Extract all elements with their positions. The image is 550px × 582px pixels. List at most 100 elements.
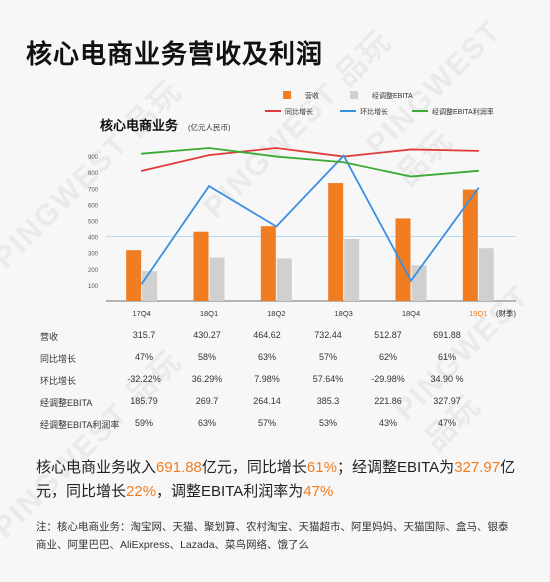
- series-point: [140, 170, 143, 172]
- bar-经调整EBITA: [209, 257, 225, 301]
- table-cell: 185.79: [130, 396, 158, 406]
- summary-value: 47%: [303, 483, 334, 500]
- summary-value: 691.88: [156, 459, 202, 476]
- chart: 核心电商业务 (亿元人民币) 100 200 300 400 500 600 700 800 900…: [88, 91, 516, 318]
- bar-经调整EBITA: [344, 238, 360, 301]
- x-tick-label: 18Q2: [267, 309, 285, 318]
- series-point: [208, 185, 210, 187]
- bar-营收: [260, 226, 276, 301]
- table-row: 营收 315.7 430.27 464.62 732.44 512.87 691.88: [40, 330, 520, 344]
- summary-value: 327.97: [454, 459, 501, 476]
- x-tick-label: 19Q1: [469, 309, 487, 318]
- chart-unit: (亿元人民币): [188, 122, 231, 132]
- bar-经调整EBITA: [276, 258, 292, 301]
- series-point: [477, 187, 480, 189]
- table-cell: 7.98%: [254, 374, 280, 384]
- x-tick-label: 18Q4: [402, 309, 420, 318]
- series-point: [410, 148, 412, 151]
- legend-label: 经调整EBITA利润率: [432, 107, 494, 116]
- watermark: PINGWEST 品玩: [0, 344, 188, 545]
- table-cell: 264.14: [253, 396, 281, 406]
- series-point: [410, 279, 412, 282]
- series-point: [342, 154, 345, 157]
- table-cell: 464.62: [253, 330, 281, 340]
- y-tick-label: 900: [88, 155, 99, 161]
- table-cell: 691.88: [433, 330, 461, 340]
- table-cell: 269.7: [195, 396, 219, 406]
- table-cell: 732.44: [314, 330, 342, 340]
- table-cell: 36.29%: [191, 374, 223, 384]
- series-line-环比增长: [140, 154, 480, 285]
- summary-text: ，调整EBITA利润率为: [156, 483, 304, 500]
- page-title: 核心电商业务营收及利润: [26, 39, 324, 69]
- table-cell: 47%: [134, 352, 153, 362]
- table-cell: 63%: [197, 418, 216, 428]
- table-cell: 58%: [197, 352, 216, 362]
- bar-营收: [462, 189, 478, 301]
- y-tick-label: 400: [88, 236, 99, 242]
- series-line-同比增长: [141, 147, 479, 172]
- y-tick-label: 500: [88, 220, 99, 226]
- legend-label: 环比增长: [360, 107, 388, 116]
- summary-text: 核心电商业务收入: [36, 459, 157, 476]
- table-cell: -29.98%: [371, 374, 405, 384]
- table-cell: 430.27: [193, 330, 221, 340]
- table-cell: 315.7: [132, 330, 156, 340]
- summary-text: 亿元，同比增长: [201, 459, 307, 476]
- series-point: [140, 283, 143, 285]
- summary-text: 亿元，同比增长: [36, 459, 516, 500]
- table-cell: 43%: [378, 418, 397, 428]
- summary-value: 22%: [126, 483, 157, 500]
- table-cell: 57.64%: [312, 374, 344, 384]
- table-row-label: 经调整EBITA利润率: [40, 420, 120, 430]
- x-tick-label: 18Q1: [200, 309, 218, 318]
- table-cell: 327.97: [433, 396, 461, 406]
- bar-营收: [395, 218, 411, 301]
- y-tick-label: 700: [88, 187, 99, 193]
- series-line-经调整EBITA利润率: [141, 147, 479, 178]
- chart-title: 核心电商业务: [100, 118, 179, 133]
- x-tick-label: 17Q4: [132, 309, 150, 318]
- series-point: [410, 175, 412, 178]
- series-point: [208, 154, 210, 156]
- table-row-label: 同比增长: [40, 354, 77, 364]
- legend-label: 营收: [305, 91, 319, 100]
- table-cell: 57%: [318, 352, 337, 362]
- y-tick-label: 800: [88, 171, 99, 177]
- table-row: 同比增长 47% 58% 63% 57% 62% 61%: [40, 352, 520, 366]
- series-point: [477, 150, 480, 152]
- table-row-label: 营收: [40, 332, 59, 342]
- legend-swatch: [283, 91, 291, 99]
- summary: 核心电商业务收入691.88亿元，同比增长61%；经调整EBITA为327.97…: [36, 456, 516, 504]
- table-cell: 47%: [437, 418, 456, 428]
- series-point: [342, 161, 345, 164]
- legend-label: 经调整EBITA: [372, 91, 413, 100]
- bar-营收: [126, 250, 142, 301]
- table-cell: 61%: [437, 352, 456, 362]
- series-point: [275, 225, 278, 228]
- bar-经调整EBITA: [478, 248, 494, 301]
- table-cell: 63%: [257, 352, 276, 362]
- series-point: [477, 170, 480, 172]
- series-point: [140, 152, 143, 155]
- table-cell: 34.90 %: [430, 374, 464, 384]
- table-cell: 57%: [257, 418, 276, 428]
- table-row: 经调整EBITA利润率 59% 63% 57% 53% 43% 47%: [40, 418, 520, 432]
- y-tick-label: 300: [88, 252, 99, 258]
- bar-经调整EBITA: [142, 271, 158, 301]
- summary-text: ；经调整EBITA为: [336, 459, 455, 476]
- legend-swatch: [350, 91, 358, 99]
- table-row: 环比增长 -32.22% 36.29% 7.98% 57.64% -29.98% 34.90…: [40, 374, 520, 388]
- table-row-label: 环比增长: [40, 376, 77, 386]
- series-point: [275, 155, 278, 158]
- table-cell: 59%: [134, 418, 153, 428]
- table-row-label: 经调整EBITA: [40, 398, 93, 408]
- series-point: [275, 147, 278, 149]
- y-tick-label: 100: [88, 284, 99, 290]
- y-tick-label: 600: [88, 203, 99, 209]
- table-row: 经调整EBITA 185.79 269.7 264.14 385.3 221.86 327.…: [40, 396, 520, 410]
- table-cell: 53%: [318, 418, 337, 428]
- table-cell: 221.86: [374, 396, 402, 406]
- table-cell: 62%: [378, 352, 397, 362]
- table-cell: -32.22%: [127, 374, 161, 384]
